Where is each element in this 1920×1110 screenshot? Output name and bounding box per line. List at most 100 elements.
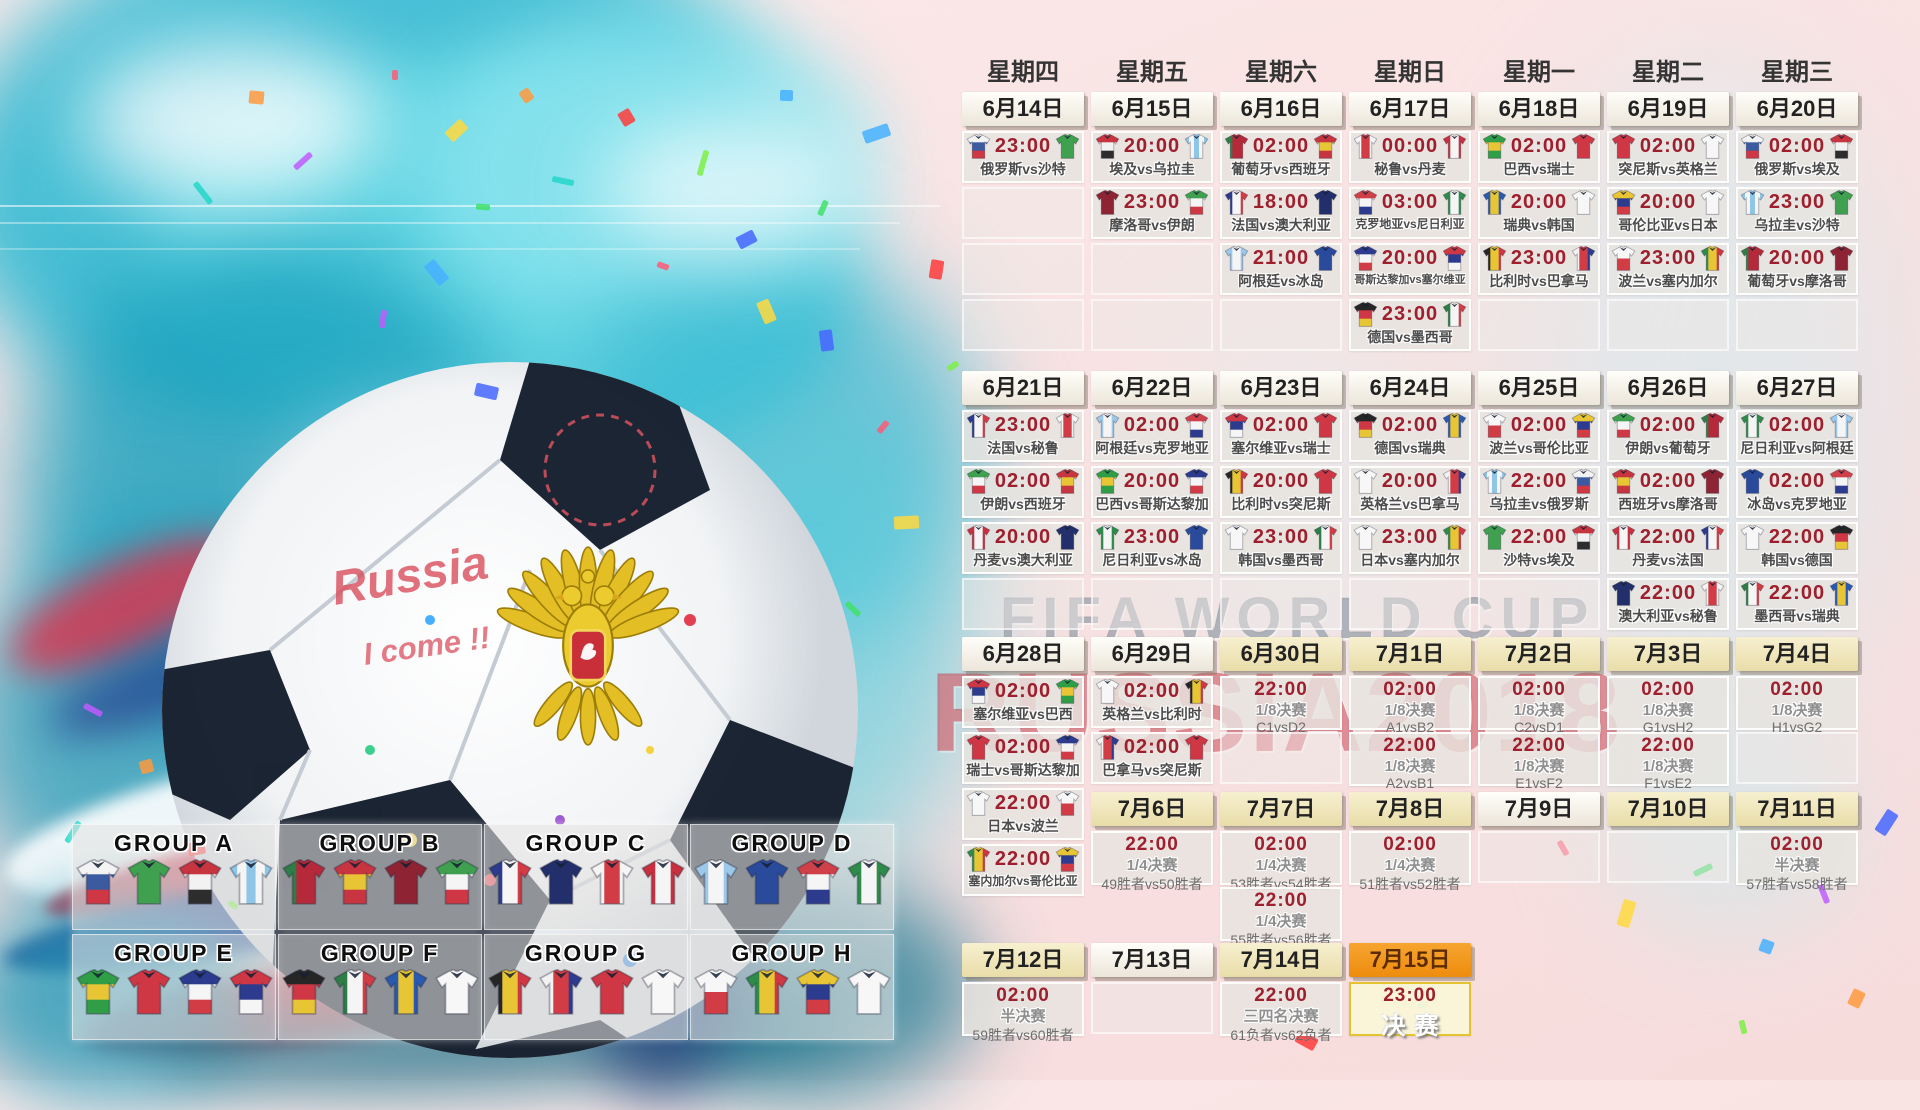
group-title: GROUP H xyxy=(731,940,853,966)
group-box-g: GROUP G xyxy=(484,934,688,1040)
speed-line xyxy=(0,205,940,207)
jersey-icon-russia xyxy=(966,133,991,159)
jersey-icon-iceland xyxy=(744,859,789,905)
match-cell: 00:00 秘鲁vs丹麦 xyxy=(1349,131,1471,183)
jersey-icon-mexico xyxy=(332,969,377,1015)
jersey-icon-switzerland xyxy=(1571,133,1596,159)
match-time: 18:00 xyxy=(1252,191,1310,213)
date-header: 6月28日 xyxy=(962,637,1084,671)
match-cell: 23:00 尼日利亚vs冰岛 xyxy=(1091,522,1213,574)
weekday-label: 星期日 xyxy=(1374,59,1446,86)
match-teams-label: 德国vs墨西哥 xyxy=(1367,329,1453,345)
jersey-icon-costarica xyxy=(1055,734,1080,760)
match-cell: 20:00 哥斯达黎加vs塞尔维亚 xyxy=(1349,243,1471,295)
final-cell: 23:00 决赛 xyxy=(1349,982,1471,1040)
match-teams-label: 埃及vs乌拉圭 xyxy=(1109,161,1195,177)
match-time: 23:00 xyxy=(1381,526,1439,548)
match-teams-label: 塞尔维亚vs巴西 xyxy=(973,706,1073,722)
match-time: 02:00 xyxy=(1512,679,1566,700)
weekday-label: 星期六 xyxy=(1245,59,1317,86)
jersey-icon-denmark xyxy=(966,524,991,550)
match-time: 23:00 xyxy=(1252,526,1310,548)
match-teams-label: 葡萄牙vs西班牙 xyxy=(1231,161,1331,177)
confetti xyxy=(817,199,829,217)
jersey-icon-portugal xyxy=(281,859,326,905)
match-time: 02:00 xyxy=(1770,679,1824,700)
match-cell: 23:00 日本vs塞内加尔 xyxy=(1349,522,1471,574)
knockout-cell: 02:00 1/8决赛 C2vsD1 xyxy=(1478,676,1600,735)
jersey-icon-russia xyxy=(75,859,120,905)
calendar-column-5: 星期一 6月18日 02:00 巴西vs瑞士 20:00 瑞典vs韩国 23:00 比利时vs… xyxy=(1478,50,1600,1045)
match-cell: 02:00 冰岛vs克罗地亚 xyxy=(1736,466,1858,518)
knockout-teams-label: C1vsD2 xyxy=(1256,719,1306,735)
jersey-icon-brazil xyxy=(1055,678,1080,704)
match-teams-label: 英格兰vs巴拿马 xyxy=(1360,496,1460,512)
jersey-icon-panama xyxy=(1571,245,1596,271)
jersey-icon-portugal xyxy=(1740,245,1765,271)
jersey-icon-france xyxy=(1224,189,1249,215)
match-time: 02:00 xyxy=(1383,834,1437,855)
date-header: 7月9日 xyxy=(1478,792,1600,826)
empty-cell xyxy=(1736,732,1858,784)
confetti xyxy=(696,149,710,177)
match-teams-label: 韩国vs墨西哥 xyxy=(1238,552,1324,568)
date-header: 6月25日 xyxy=(1478,371,1600,405)
match-teams-label: 阿根廷vs冰岛 xyxy=(1238,273,1324,289)
jersey-icon-colombia xyxy=(795,969,840,1015)
jersey-icon-tunisia xyxy=(1184,734,1209,760)
jersey-icon-england xyxy=(1700,133,1725,159)
jersey-icon-peru xyxy=(1055,412,1080,438)
confetti xyxy=(1874,808,1899,837)
match-cell: 20:00 巴西vs哥斯达黎加 xyxy=(1091,466,1213,518)
date-header: 6月20日 xyxy=(1736,92,1858,126)
match-teams-label: 秘鲁vs丹麦 xyxy=(1374,161,1446,177)
match-time: 02:00 xyxy=(1252,414,1310,436)
match-time: 22:00 xyxy=(994,848,1052,870)
date-header: 7月10日 xyxy=(1607,792,1729,826)
match-time: 23:00 xyxy=(994,135,1052,157)
group-box-h: GROUP H xyxy=(690,934,894,1040)
jersey-icon-egypt xyxy=(1095,133,1120,159)
confetti xyxy=(192,180,214,206)
match-time: 23:00 xyxy=(1123,526,1181,548)
calendar-column-4: 星期日 6月17日 00:00 秘鲁vs丹麦 03:00 克罗地亚vs尼日利亚 20:00 哥… xyxy=(1349,50,1471,1045)
match-cell: 23:00 乌拉圭vs沙特 xyxy=(1736,187,1858,239)
jersey-icon-senegal xyxy=(744,969,789,1015)
group-jerseys xyxy=(279,859,481,905)
calendar-column-6: 星期二 6月19日 02:00 突尼斯vs英格兰 20:00 哥伦比亚vs日本 23:00 波… xyxy=(1607,50,1729,1045)
weekday-label: 星期二 xyxy=(1632,59,1704,86)
date-header: 6月19日 xyxy=(1607,92,1729,126)
stage-label: 1/8决赛 xyxy=(1642,702,1694,719)
confetti xyxy=(818,329,835,352)
match-cell: 20:00 哥伦比亚vs日本 xyxy=(1607,187,1729,239)
jersey-icon-serbia xyxy=(1224,412,1249,438)
jersey-icon-russia xyxy=(1740,133,1765,159)
jersey-icon-mexico xyxy=(1740,580,1765,606)
jersey-icon-uruguay xyxy=(1740,189,1765,215)
group-title: GROUP G xyxy=(524,940,648,966)
knockout-teams-label: 59胜者vs60胜者 xyxy=(972,1027,1074,1043)
match-time: 02:00 xyxy=(1252,135,1310,157)
match-time: 02:00 xyxy=(994,736,1052,758)
match-time: 00:00 xyxy=(1381,135,1439,157)
jersey-icon-denmark xyxy=(1611,524,1636,550)
stage-label: 1/4决赛 xyxy=(1126,857,1178,874)
knockout-cell: 22:00 1/8决赛 E1vsF2 xyxy=(1478,732,1600,791)
date-header: 6月26日 xyxy=(1607,371,1729,405)
date-header: 7月8日 xyxy=(1349,792,1471,826)
stage-label: 1/4决赛 xyxy=(1255,857,1307,874)
date-header: 7月4日 xyxy=(1736,637,1858,671)
match-time: 22:00 xyxy=(1125,834,1179,855)
match-cell: 02:00 突尼斯vs英格兰 xyxy=(1607,131,1729,183)
match-time: 22:00 xyxy=(1383,735,1437,756)
jersey-icon-saudi xyxy=(1482,524,1507,550)
date-header: 6月24日 xyxy=(1349,371,1471,405)
jersey-icon-germany xyxy=(1353,301,1378,327)
match-cell: 03:00 克罗地亚vs尼日利亚 xyxy=(1349,187,1471,239)
match-teams-label: 法国vs澳大利亚 xyxy=(1231,217,1331,233)
jersey-icon-peru xyxy=(1353,133,1378,159)
knockout-cell: 22:00 1/8决赛 C1vsD2 xyxy=(1220,676,1342,735)
jersey-icon-spain xyxy=(1313,133,1338,159)
jersey-icon-poland xyxy=(1482,412,1507,438)
jersey-icon-colombia xyxy=(1055,846,1080,872)
